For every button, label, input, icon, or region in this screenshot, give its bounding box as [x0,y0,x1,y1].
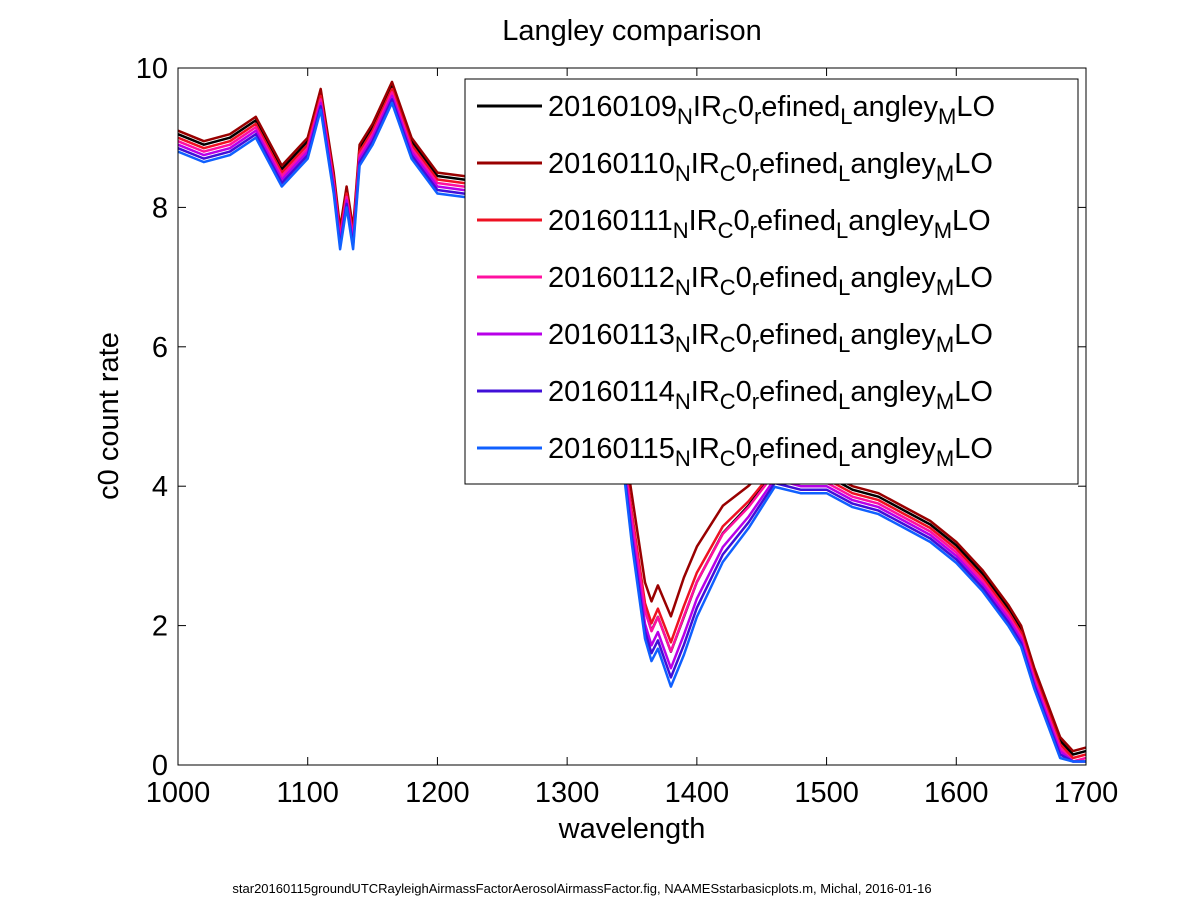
series-line-20160115 [177,101,1086,763]
legend-entry: 20160110NIRC0refinedLangleyMLO [477,148,993,186]
x-tick-label: 1100 [277,777,339,809]
legend-box [464,78,1079,485]
legend-label: 20160112NIRC0refinedLangleyMLO [548,262,993,300]
footer-caption: star20160115groundUTCRayleighAirmassFact… [232,881,931,896]
legend-label: 20160114NIRC0refinedLangleyMLO [548,376,993,414]
plot-lines [177,80,1087,763]
x-axis-label: wavelength [558,813,706,845]
legend-entry: 20160109NIRC0refinedLangleyMLO [477,91,995,129]
axis-ticks [177,67,1087,766]
legend-entry: 20160111NIRC0refinedLangleyMLO [477,205,991,243]
x-tick-label: 1000 [146,777,211,809]
y-tick-label: 0 [152,750,168,782]
legend-entry: 20160113NIRC0refinedLangleyMLO [477,319,993,357]
legend-entry: 20160114NIRC0refinedLangleyMLO [477,376,993,414]
x-tick-label: 1300 [535,777,600,809]
x-tick-labels: 1000 1100 1200 1300 1400 1500 1600 1700 [146,777,1119,809]
x-tick-label: 1400 [665,777,730,809]
legend-label: 20160109NIRC0refinedLangleyMLO [548,91,995,129]
y-tick-label: 6 [152,332,168,364]
legend-label: 20160111NIRC0refinedLangleyMLO [548,205,991,243]
legend-label: 20160113NIRC0refinedLangleyMLO [548,319,993,357]
x-tick-label: 1200 [405,777,470,809]
y-axis-label: c0 count rate [93,332,125,500]
legend: 20160109NIRC0refinedLangleyMLO 20160110NI… [464,78,1079,485]
legend-entry: 20160112NIRC0refinedLangleyMLO [477,262,993,300]
plot-frame [177,67,1087,766]
y-tick-label: 8 [152,192,168,224]
legend-label: 20160110NIRC0refinedLangleyMLO [548,148,993,186]
y-tick-label: 2 [152,611,168,643]
legend-label: 20160115NIRC0refinedLangleyMLO [548,433,993,471]
x-tick-label: 1700 [1054,777,1119,809]
y-tick-labels: 0 2 4 6 8 10 [136,53,168,782]
chart-title: Langley comparison [502,15,762,47]
legend-entries: 20160109NIRC0refinedLangleyMLO 20160110NI… [477,91,995,471]
x-tick-label: 1600 [924,777,989,809]
x-tick-label: 1500 [794,777,859,809]
y-tick-label: 10 [136,53,168,85]
y-tick-label: 4 [152,471,168,503]
legend-entry: 20160115NIRC0refinedLangleyMLO [477,433,993,471]
